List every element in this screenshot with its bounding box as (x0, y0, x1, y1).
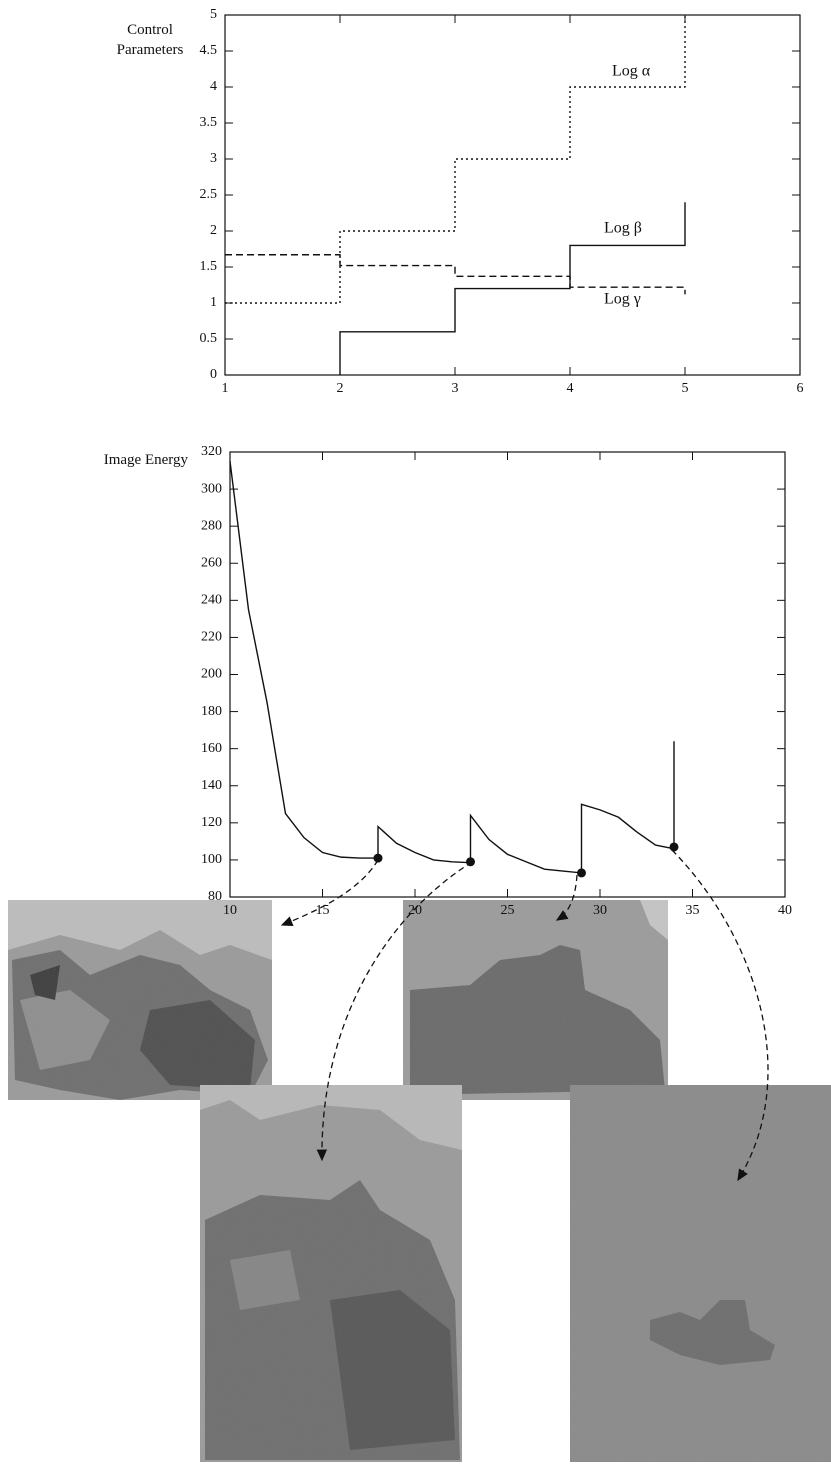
y-tick-label: 2 (210, 223, 217, 238)
y-tick-label: 5 (210, 7, 217, 22)
point (374, 854, 383, 863)
x-tick-label: 1 (222, 381, 229, 396)
x-tick-label: 6 (797, 381, 804, 396)
y-tick-label: 120 (201, 815, 222, 830)
y-tick-label: 1.5 (200, 259, 218, 274)
x-tick-label: 2 (337, 381, 344, 396)
x-tick-label: 5 (682, 381, 689, 396)
point (466, 857, 475, 866)
x-tick-label: 25 (501, 903, 515, 918)
y-tick-label: 3 (210, 151, 217, 166)
y-tick-label: 220 (201, 630, 222, 645)
x-tick-label: 4 (567, 381, 574, 396)
y-tick-label: 1 (210, 295, 217, 310)
y-tick-label: 100 (201, 852, 222, 867)
plot-frame (225, 15, 800, 375)
y-tick-label: 3.5 (200, 115, 218, 130)
y-tick-label: 0 (210, 367, 217, 382)
y-tick-label: 300 (201, 481, 222, 496)
series-label: Log β (604, 220, 642, 237)
y-tick-label: 260 (201, 555, 222, 570)
y-tick-label: 240 (201, 593, 222, 608)
segmentation-image (8, 900, 272, 1100)
figure: 0 0.5 1 1.5 2 2.5 3 3.5 4 4.5 5 1 2 3 4 5 6 Log α Log β Log… (0, 0, 831, 1468)
x-tick-label: 35 (686, 903, 700, 918)
segmentation-image (570, 1085, 831, 1462)
plot-frame (230, 452, 785, 897)
point (670, 842, 679, 851)
y-tick-label: 2.5 (200, 187, 218, 202)
x-tick-label: 15 (316, 903, 330, 918)
y-tick-label: 80 (208, 889, 222, 904)
x-tick-label: 30 (593, 903, 607, 918)
series-line (225, 15, 685, 303)
y-tick-label: 320 (201, 444, 222, 459)
point (577, 868, 586, 877)
x-tick-label: 3 (452, 381, 459, 396)
y-tick-label: 160 (201, 741, 222, 756)
series-line (230, 461, 674, 873)
y-tick-label: 200 (201, 667, 222, 682)
x-tick-label: 10 (223, 903, 237, 918)
segmentation-image (403, 900, 668, 1100)
y-tick-label: 0.5 (200, 331, 218, 346)
y-tick-label: 280 (201, 518, 222, 533)
y-tick-label: 180 (201, 704, 222, 719)
page: {"chart_data": [ {"type": "line", "y_lab… (0, 0, 831, 1468)
y-tick-label: 4 (210, 79, 217, 94)
y-tick-label: 140 (201, 778, 222, 793)
x-tick-label: 20 (408, 903, 422, 918)
x-tick-label: 40 (778, 903, 792, 918)
segmentation-image (200, 1085, 462, 1462)
y-tick-label: 4.5 (200, 43, 218, 58)
series-label: Log γ (604, 291, 641, 308)
series-label: Log α (612, 63, 651, 80)
